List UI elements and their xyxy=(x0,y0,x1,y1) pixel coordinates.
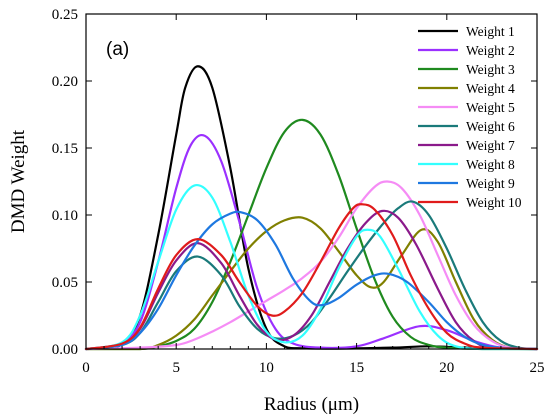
y-tick-label: 0.10 xyxy=(52,208,78,224)
y-tick-label: 0.05 xyxy=(52,275,78,291)
y-tick-label: 0.15 xyxy=(52,141,78,157)
legend-label-weight-7: Weight 7 xyxy=(466,138,515,153)
y-tick-label: 0.20 xyxy=(52,74,78,90)
legend-label-weight-4: Weight 4 xyxy=(466,81,515,96)
x-axis-title: Radius (μm) xyxy=(264,394,359,415)
legend-label-weight-8: Weight 8 xyxy=(466,157,515,172)
series-line-weight-9 xyxy=(84,210,539,351)
panel-label: (a) xyxy=(106,39,129,60)
series-line-weight-3 xyxy=(84,118,539,351)
legend-label-weight-1: Weight 1 xyxy=(466,24,515,39)
y-axis-ticks: 0.00 0.05 0.10 0.15 0.20 0.25 xyxy=(52,7,537,358)
y-tick-label: 0.25 xyxy=(52,7,78,23)
x-tick-label: 0 xyxy=(82,360,90,376)
series-line-weight-2 xyxy=(84,133,539,351)
legend-label-weight-6: Weight 6 xyxy=(466,119,515,134)
series-line-weight-8 xyxy=(84,183,539,351)
x-tick-label: 15 xyxy=(349,360,364,376)
legend-label-weight-5: Weight 5 xyxy=(466,100,515,115)
legend-label-weight-9: Weight 9 xyxy=(466,176,515,191)
x-tick-label: 5 xyxy=(172,360,180,376)
x-tick-label: 10 xyxy=(259,360,274,376)
legend-label-weight-2: Weight 2 xyxy=(466,43,515,58)
series-line-weight-5 xyxy=(84,180,539,351)
legend: Weight 1 Weight 2 Weight 3 Weight 4 Weight 5… xyxy=(418,24,522,210)
x-axis-ticks: 0 5 10 15 20 25 xyxy=(82,14,545,376)
series-line-weight-4 xyxy=(84,216,539,351)
series-lines xyxy=(84,65,539,351)
series-line-weight-6 xyxy=(84,200,539,351)
legend-label-weight-3: Weight 3 xyxy=(466,62,515,77)
x-tick-label: 25 xyxy=(530,360,545,376)
y-axis-title: DMD Weight xyxy=(8,129,29,233)
series-line-weight-10 xyxy=(84,203,539,351)
y-tick-label: 0.00 xyxy=(52,342,78,358)
legend-label-weight-10: Weight 10 xyxy=(466,195,522,210)
plot-frame xyxy=(85,13,538,350)
series-line-weight-1 xyxy=(84,65,539,351)
x-tick-label: 20 xyxy=(439,360,454,376)
series-line-weight-7 xyxy=(84,209,539,351)
